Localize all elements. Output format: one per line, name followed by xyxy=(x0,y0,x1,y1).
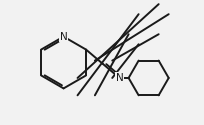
Text: N: N xyxy=(115,73,123,83)
Text: N: N xyxy=(60,32,68,42)
